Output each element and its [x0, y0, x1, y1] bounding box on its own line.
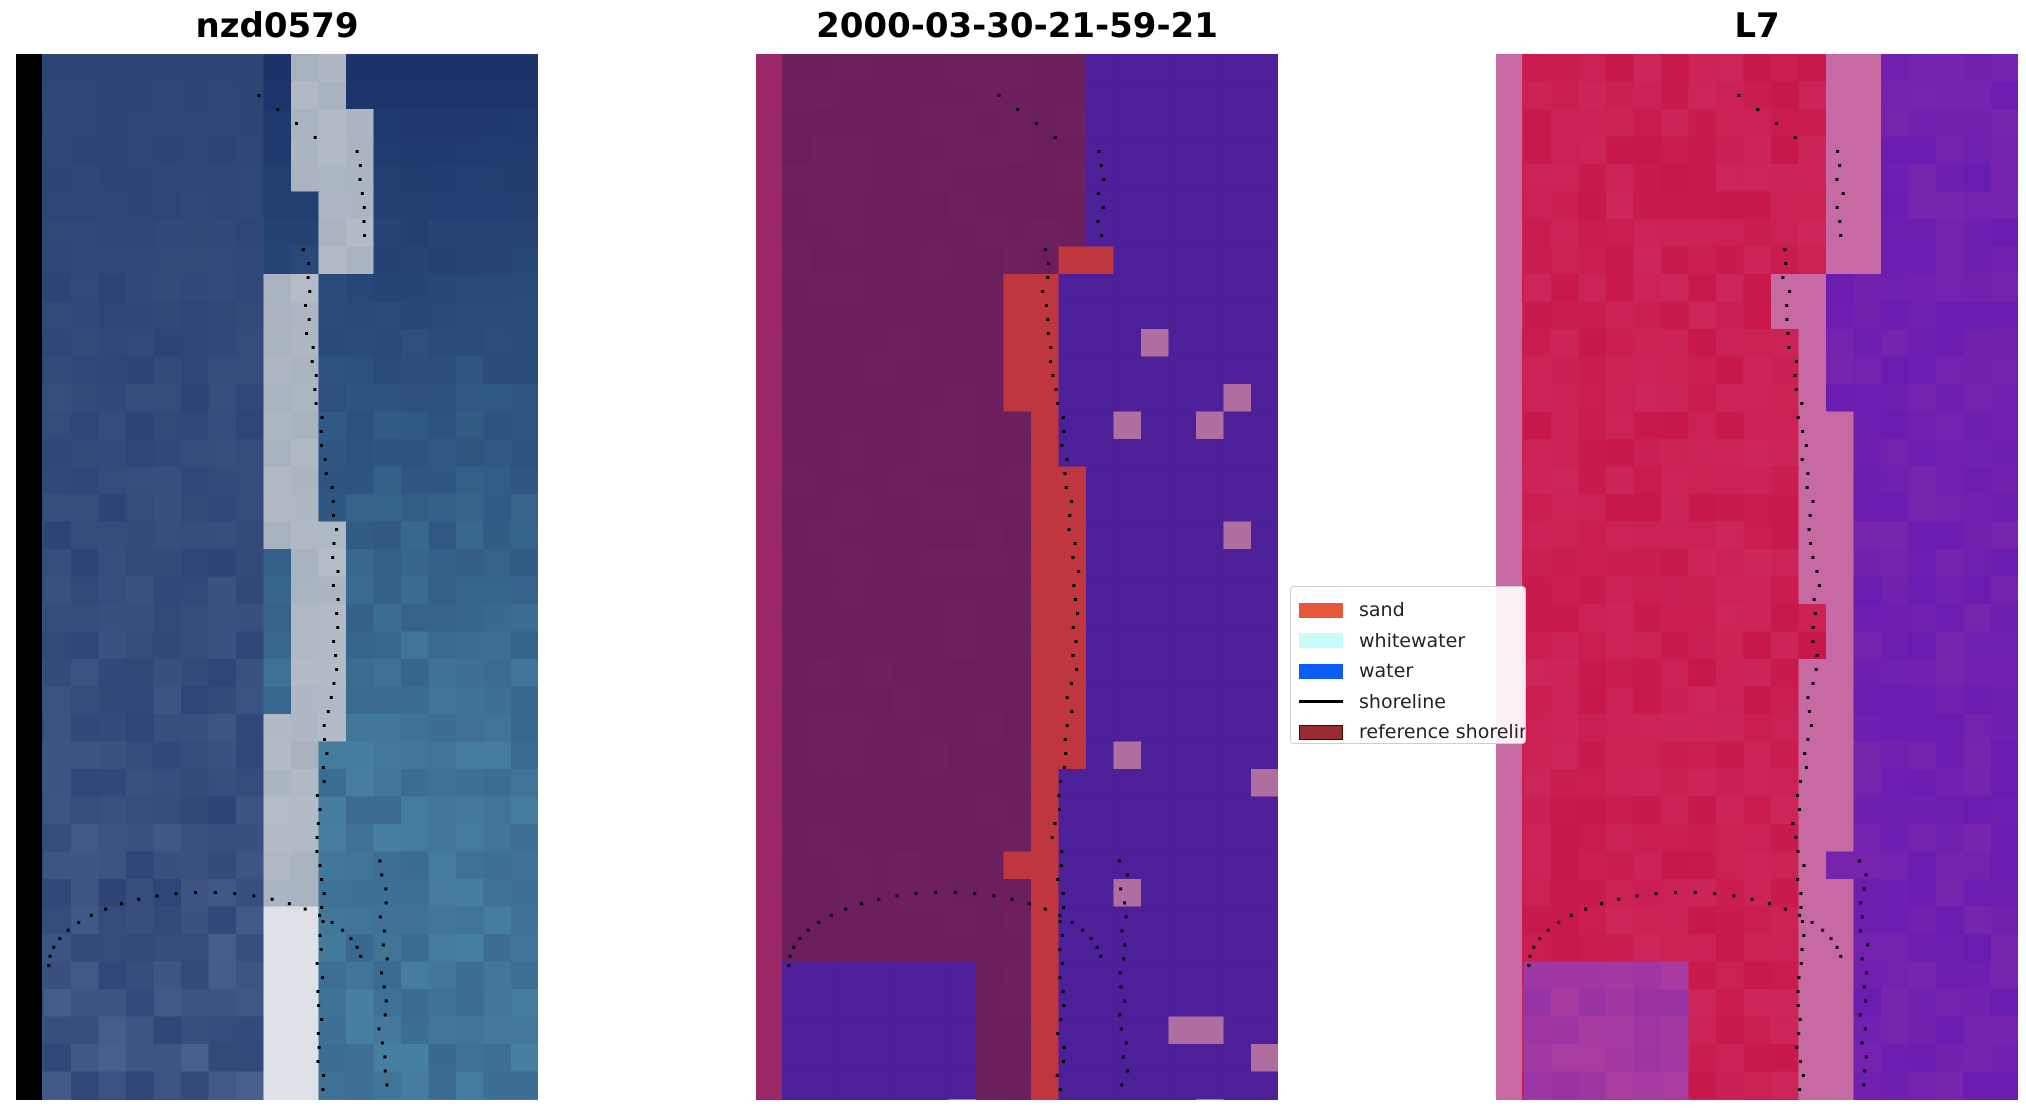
panel-title-rgb: nzd0579	[195, 6, 359, 46]
water-swatch	[1299, 663, 1343, 679]
legend-item-whitewater: whitewater	[1299, 626, 1525, 657]
legend: sand whitewater water shoreline referenc…	[1290, 586, 1526, 744]
reference-shoreline-swatch	[1299, 724, 1343, 740]
panel-title-index: L7	[1734, 6, 1780, 46]
sand-swatch	[1299, 602, 1343, 618]
legend-label: sand	[1359, 599, 1405, 622]
rgb-image-panel	[16, 54, 538, 1100]
classified-image-panel	[756, 54, 1278, 1100]
classified-satellite-image	[756, 54, 1278, 1100]
legend-label: whitewater	[1359, 629, 1466, 652]
legend-item-reference-shoreline: reference shoreline	[1299, 717, 1526, 744]
legend-label: shoreline	[1359, 690, 1446, 713]
index-satellite-image	[1496, 54, 2018, 1100]
panel-title-classified: 2000-03-30-21-59-21	[816, 6, 1218, 46]
shoreline-line-swatch	[1299, 700, 1343, 704]
whitewater-swatch	[1299, 633, 1343, 649]
legend-label: reference shoreline	[1359, 721, 1526, 744]
legend-item-shoreline: shoreline	[1299, 687, 1525, 718]
rgb-satellite-image	[16, 54, 538, 1100]
legend-item-sand: sand	[1299, 595, 1525, 626]
legend-label: water	[1359, 660, 1414, 683]
legend-item-water: water	[1299, 656, 1525, 687]
index-image-panel	[1496, 54, 2018, 1100]
